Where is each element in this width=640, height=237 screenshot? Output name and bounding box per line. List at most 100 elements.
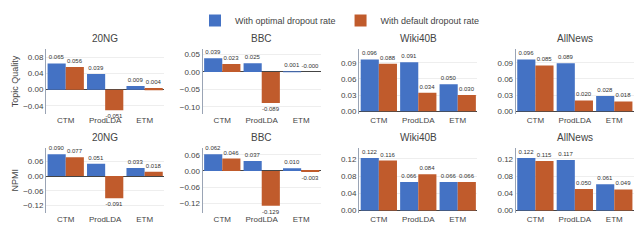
svg-text:0.06: 0.06 xyxy=(341,75,357,84)
svg-text:0.06: 0.06 xyxy=(28,157,44,166)
svg-text:0.018: 0.018 xyxy=(616,92,632,98)
svg-text:0.066: 0.066 xyxy=(459,173,475,179)
svg-text:ETM: ETM xyxy=(606,215,623,224)
svg-text:0.09: 0.09 xyxy=(497,59,513,68)
svg-text:CTM: CTM xyxy=(370,215,388,224)
svg-text:0.030: 0.030 xyxy=(459,86,475,92)
svg-text:0.034: 0.034 xyxy=(420,84,436,90)
svg-text:0.117: 0.117 xyxy=(558,151,573,157)
svg-text:0.050: 0.050 xyxy=(576,180,592,186)
svg-text:ETM: ETM xyxy=(293,215,310,224)
svg-text:0.039: 0.039 xyxy=(205,49,221,55)
svg-text:0.08: 0.08 xyxy=(28,53,44,62)
svg-text:0.037: 0.037 xyxy=(245,152,261,158)
svg-text:ProdLDA: ProdLDA xyxy=(245,215,278,224)
svg-text:ETM: ETM xyxy=(449,116,466,125)
svg-text:0.09: 0.09 xyxy=(341,59,357,68)
svg-text:0.05: 0.05 xyxy=(184,50,200,59)
svg-text:AllNews: AllNews xyxy=(557,132,593,143)
svg-text:0.009: 0.009 xyxy=(128,77,144,83)
svg-text:0.077: 0.077 xyxy=(67,148,83,154)
svg-text:0.028: 0.028 xyxy=(597,87,613,93)
svg-text:CTM: CTM xyxy=(214,215,232,224)
svg-text:0.096: 0.096 xyxy=(518,50,534,56)
svg-text:BBC: BBC xyxy=(251,33,272,44)
svg-text:0.00: 0.00 xyxy=(497,107,513,116)
svg-text:0.00: 0.00 xyxy=(497,206,513,215)
svg-text:20NG: 20NG xyxy=(92,33,118,44)
svg-text:CTM: CTM xyxy=(57,215,75,224)
svg-text:0.08: 0.08 xyxy=(341,172,357,181)
svg-text:0.023: 0.023 xyxy=(224,55,240,61)
svg-text:0.12: 0.12 xyxy=(497,155,513,164)
svg-text:ProdLDA: ProdLDA xyxy=(402,215,435,224)
svg-text:−0.04: −0.04 xyxy=(23,102,44,111)
svg-text:0.065: 0.065 xyxy=(49,54,65,60)
svg-text:0.062: 0.062 xyxy=(205,145,221,151)
svg-text:-0.091: -0.091 xyxy=(105,201,123,207)
svg-text:0.046: 0.046 xyxy=(224,150,240,156)
svg-text:ETM: ETM xyxy=(293,116,310,125)
svg-text:20NG: 20NG xyxy=(92,132,118,143)
svg-text:0.116: 0.116 xyxy=(380,152,395,158)
svg-text:ProdLDA: ProdLDA xyxy=(559,116,592,125)
svg-text:0.06: 0.06 xyxy=(184,151,200,160)
svg-text:0.039: 0.039 xyxy=(88,65,104,71)
svg-text:0.00: 0.00 xyxy=(184,68,200,77)
svg-text:0.03: 0.03 xyxy=(341,91,357,100)
svg-text:-0.000: -0.000 xyxy=(301,63,319,69)
svg-text:0.03: 0.03 xyxy=(497,91,513,100)
svg-text:ETM: ETM xyxy=(606,116,623,125)
svg-text:0.089: 0.089 xyxy=(558,54,574,60)
svg-text:Topic Quality: Topic Quality xyxy=(11,55,21,107)
svg-text:0.04: 0.04 xyxy=(341,189,357,198)
svg-text:0.084: 0.084 xyxy=(420,165,436,171)
svg-text:0.115: 0.115 xyxy=(537,152,552,158)
svg-text:Wiki40B: Wiki40B xyxy=(400,132,437,143)
svg-text:0.049: 0.049 xyxy=(616,180,632,186)
svg-text:−0.12: −0.12 xyxy=(180,199,201,208)
svg-text:−0.06: −0.06 xyxy=(23,187,44,196)
svg-text:0.051: 0.051 xyxy=(88,155,104,161)
svg-text:−0.10: −0.10 xyxy=(180,103,201,112)
svg-text:-0.129: -0.129 xyxy=(262,209,280,215)
svg-text:ProdLDA: ProdLDA xyxy=(89,215,122,224)
svg-text:ETM: ETM xyxy=(136,215,153,224)
svg-text:Wiki40B: Wiki40B xyxy=(400,33,437,44)
svg-text:0.00: 0.00 xyxy=(341,206,357,215)
svg-text:ProdLDA: ProdLDA xyxy=(89,116,122,125)
svg-text:BBC: BBC xyxy=(251,132,272,143)
svg-text:0.122: 0.122 xyxy=(518,149,534,155)
svg-text:0.050: 0.050 xyxy=(441,75,457,81)
svg-text:−0.12: −0.12 xyxy=(23,201,44,210)
svg-text:0.025: 0.025 xyxy=(245,54,261,60)
svg-text:0.004: 0.004 xyxy=(146,79,162,85)
svg-text:0.122: 0.122 xyxy=(362,149,378,155)
svg-text:0.12: 0.12 xyxy=(341,155,357,164)
svg-text:0.010: 0.010 xyxy=(284,159,300,165)
svg-text:0.00: 0.00 xyxy=(184,167,200,176)
svg-text:0.061: 0.061 xyxy=(597,175,613,181)
svg-text:−0.06: −0.06 xyxy=(180,183,201,192)
svg-text:-0.003: -0.003 xyxy=(301,175,319,181)
svg-text:0.033: 0.033 xyxy=(128,159,144,165)
svg-text:CTM: CTM xyxy=(57,116,75,125)
svg-text:-0.051: -0.051 xyxy=(105,113,123,119)
svg-text:0.096: 0.096 xyxy=(362,50,378,56)
svg-text:CTM: CTM xyxy=(370,116,388,125)
svg-text:-0.089: -0.089 xyxy=(262,106,280,112)
svg-text:With optimal dropout rate: With optimal dropout rate xyxy=(235,16,336,26)
svg-text:0.018: 0.018 xyxy=(146,163,162,169)
svg-text:With default dropout rate: With default dropout rate xyxy=(381,16,480,26)
svg-text:0.085: 0.085 xyxy=(537,56,553,62)
svg-text:0.00: 0.00 xyxy=(341,107,357,116)
svg-text:0.06: 0.06 xyxy=(497,75,513,84)
svg-text:0.04: 0.04 xyxy=(497,189,513,198)
svg-text:0.08: 0.08 xyxy=(497,172,513,181)
svg-text:0.04: 0.04 xyxy=(28,69,44,78)
svg-text:CTM: CTM xyxy=(527,215,545,224)
svg-text:0.066: 0.066 xyxy=(441,173,457,179)
svg-text:ETM: ETM xyxy=(136,116,153,125)
svg-text:0.00: 0.00 xyxy=(28,172,44,181)
svg-text:0.088: 0.088 xyxy=(380,55,396,61)
